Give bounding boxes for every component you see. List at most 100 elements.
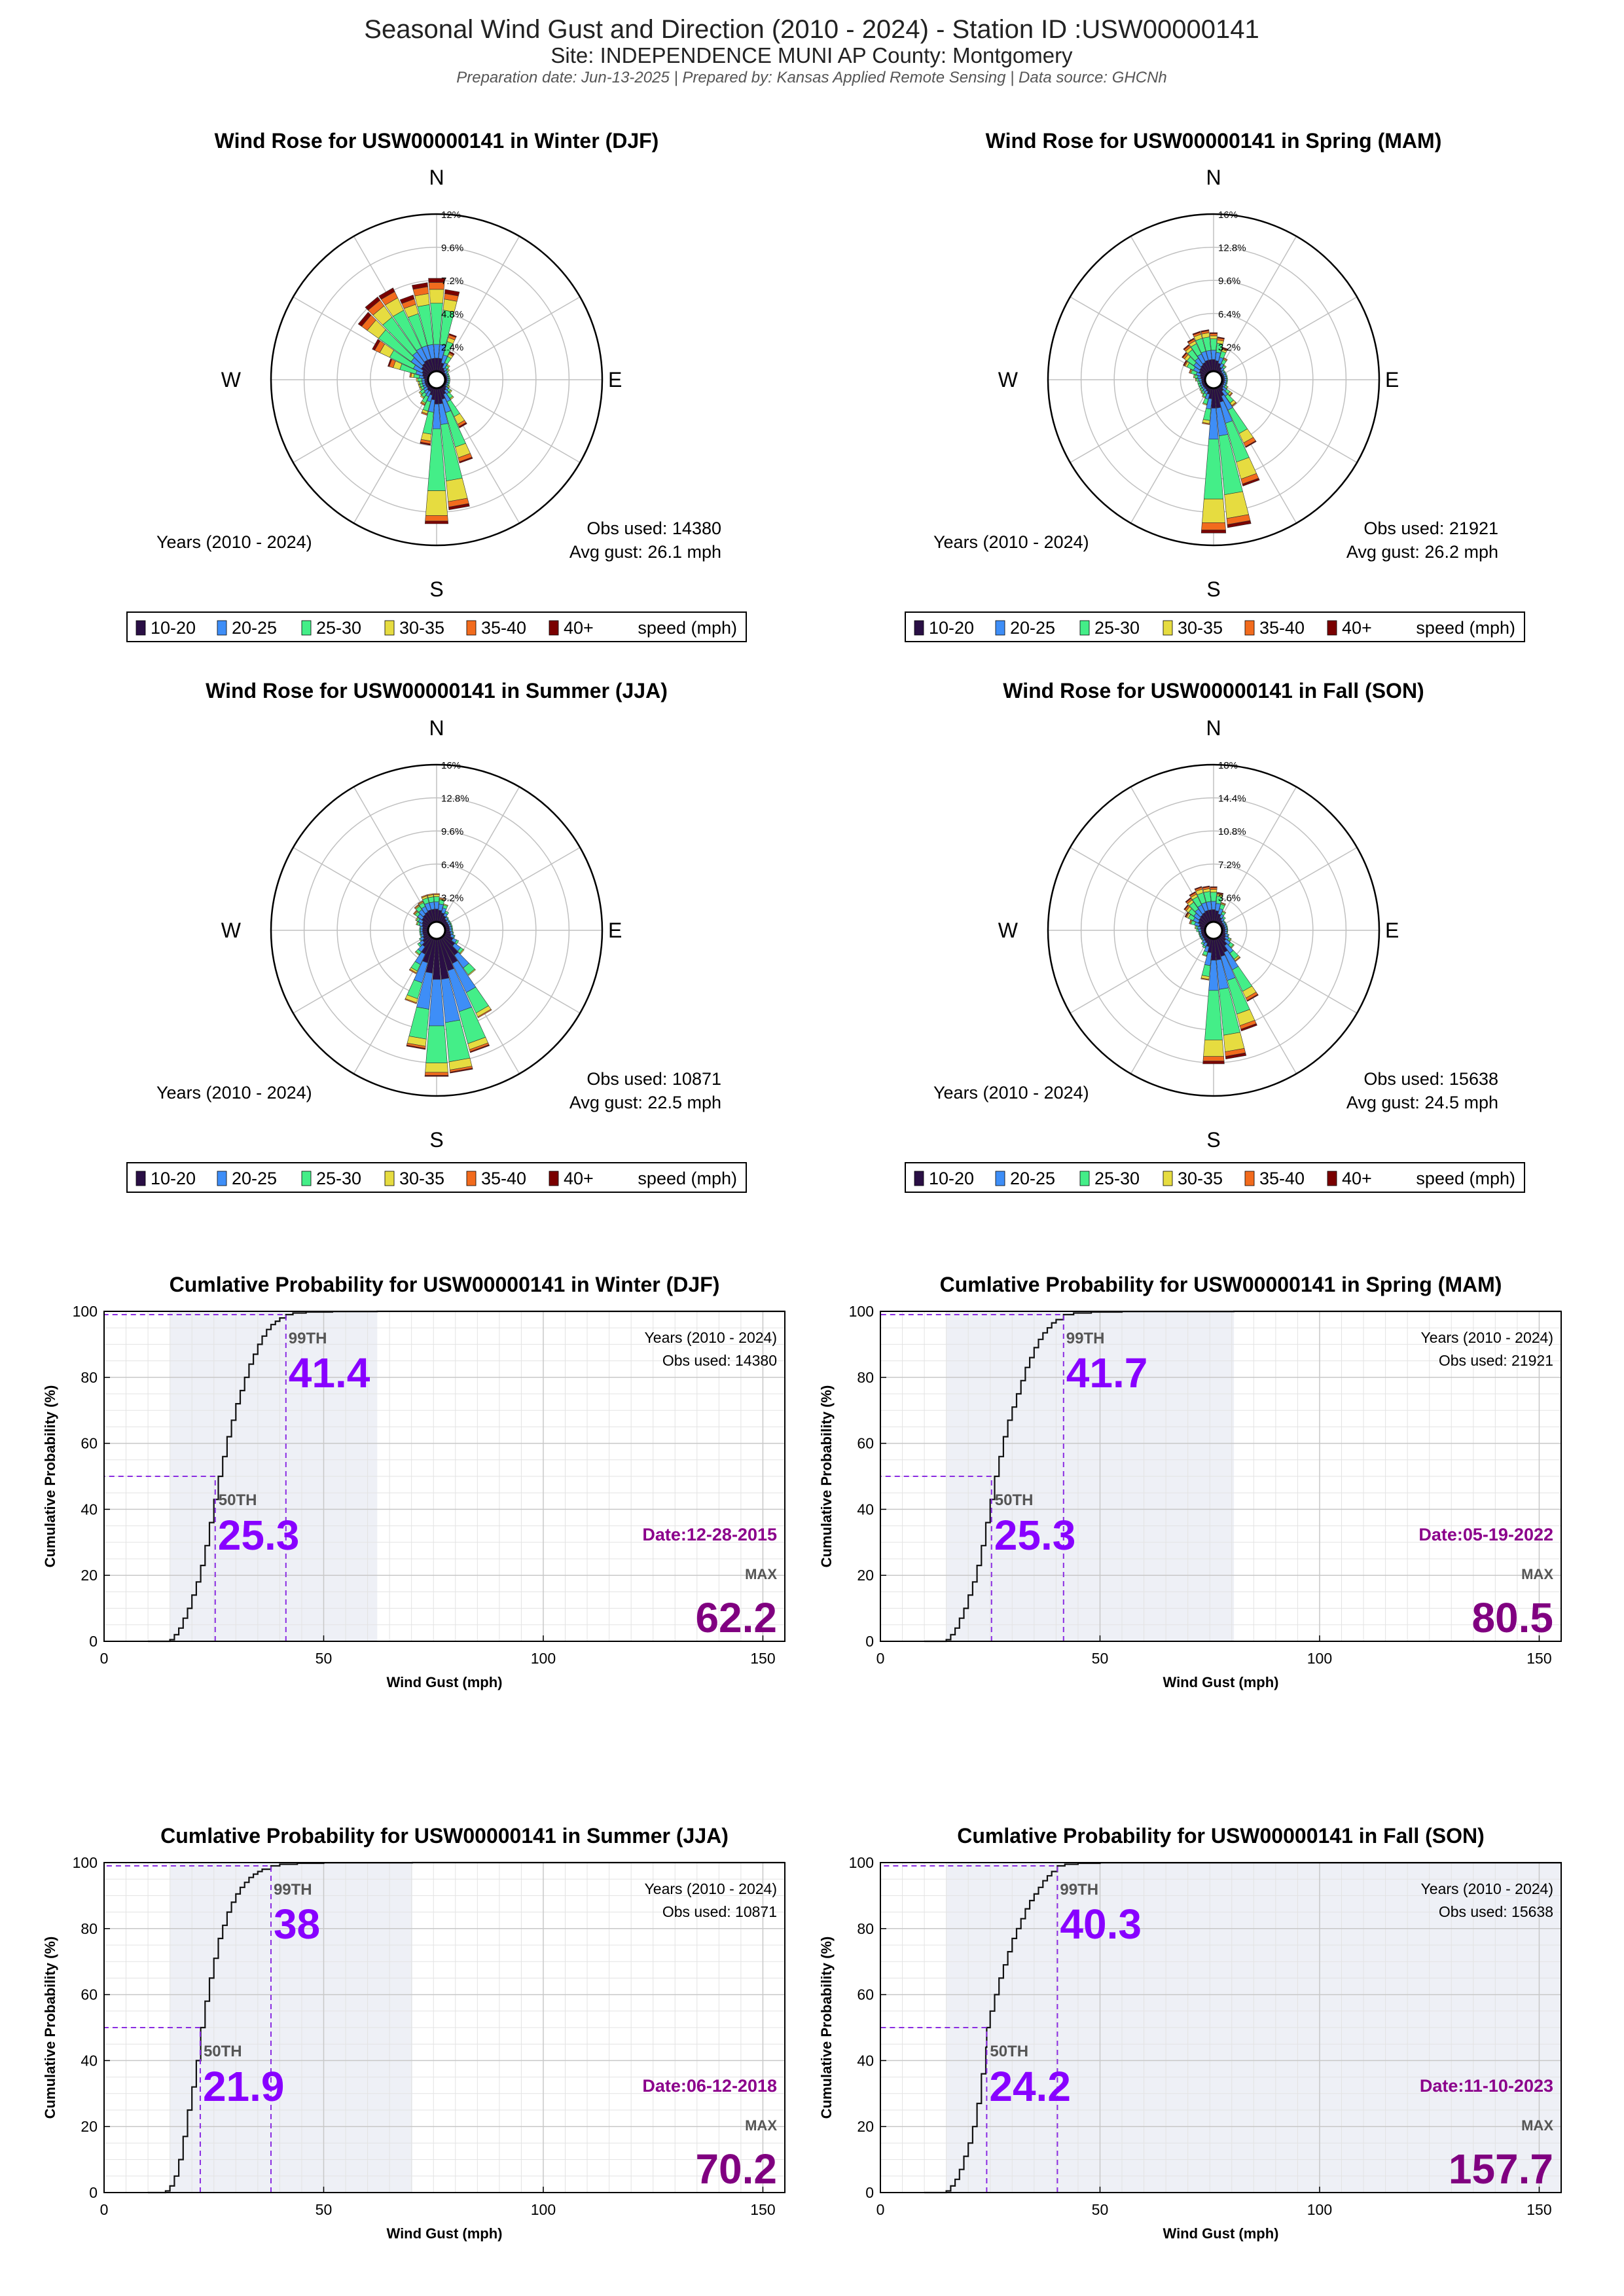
legend-unit-label: speed (mph) xyxy=(638,1169,737,1188)
compass-s: S xyxy=(429,577,443,601)
rose-segment-40+ xyxy=(459,456,473,464)
y-axis-label: Cumulative Probability (%) xyxy=(818,1937,835,2119)
x-tick-label: 150 xyxy=(750,1650,775,1667)
rose-segment-40+ xyxy=(406,1044,426,1050)
rose-segment-25-30 xyxy=(420,934,422,938)
rose-segment-40+ xyxy=(1202,1061,1225,1065)
rose-segment-40+ xyxy=(1217,892,1224,895)
rose-segment-30-35 xyxy=(1199,388,1202,392)
cdf-title: Cumlative Probability for USW00000141 in… xyxy=(940,1273,1502,1296)
legend-label-25-30: 25-30 xyxy=(316,1169,361,1188)
legend-swatch-20-25 xyxy=(217,620,227,636)
rose-segment-20-25 xyxy=(449,928,452,932)
avg-gust-label: Avg gust: 26.1 mph xyxy=(569,542,721,562)
rose-segment-35-40 xyxy=(418,900,424,905)
rose-segment-40+ xyxy=(1192,331,1201,335)
obs-used-label: Obs used: 14380 xyxy=(586,519,721,538)
rose-segment-30-35 xyxy=(448,390,452,393)
compass-n: N xyxy=(429,166,444,189)
rose-segment-30-35 xyxy=(1194,925,1197,929)
legend-frame xyxy=(905,611,1525,642)
wind-rose-4: Wind Rose for USW00000141 in Fall (SON) 3… xyxy=(905,679,1525,1193)
p99-label: 99TH xyxy=(1060,1881,1098,1899)
legend-swatch-30-35 xyxy=(1163,1171,1173,1186)
compass-s: S xyxy=(1206,577,1220,601)
rose-grid-spoke xyxy=(1070,930,1214,1014)
cdf-chart-4: Cumlative Probability for USW00000141 in… xyxy=(818,1824,1562,2242)
p99-value: 40.3 xyxy=(1060,1901,1142,1948)
p50-value: 24.2 xyxy=(989,2063,1071,2110)
rose-segment-25-30 xyxy=(425,1025,448,1063)
rose-segment-40+ xyxy=(458,422,467,429)
rose-segment-35-40 xyxy=(1202,422,1210,425)
rose-segment-35-40 xyxy=(1229,392,1233,397)
p99-label: 99TH xyxy=(274,1881,312,1899)
rose-segment-25-30 xyxy=(1225,382,1228,386)
rose-segment-25-30 xyxy=(1210,892,1218,902)
rose-radial-tick-label: 3.6% xyxy=(1218,892,1240,903)
rose-grid-spoke xyxy=(1070,379,1214,464)
rose-segment-40+ xyxy=(1209,332,1218,335)
rose-segment-25-30 xyxy=(419,926,422,930)
rose-segment-25-30 xyxy=(1224,371,1227,374)
rose-segment-30-35 xyxy=(433,894,440,897)
preparation-note: Preparation date: Jun-13-2025 | Prepared… xyxy=(456,69,1167,86)
rose-segment-25-30 xyxy=(452,935,456,939)
rose-segment-35-40 xyxy=(1209,333,1218,337)
rose-segment-20-25 xyxy=(1211,901,1216,910)
rose-segment-40+ xyxy=(1202,885,1210,888)
rose-grid-spoke xyxy=(1130,930,1214,1074)
rose-grid-spoke xyxy=(1213,786,1297,931)
rose-segment-25-30 xyxy=(419,928,421,932)
rose-radial-tick-label: 10.8% xyxy=(1218,826,1246,837)
rose-segment-35-40 xyxy=(424,1072,449,1076)
y-axis-label: Cumulative Probability (%) xyxy=(42,1937,58,2119)
rose-grid-spoke xyxy=(436,930,581,1014)
rose-segment-25-30 xyxy=(450,926,453,930)
compass-s: S xyxy=(1206,1128,1220,1152)
wind-rose-1: Wind Rose for USW00000141 in Winter (DJF… xyxy=(126,129,747,642)
legend-swatch-35-40 xyxy=(466,620,477,636)
rose-segment-35-40 xyxy=(408,968,417,974)
max-date-label: Date:06-12-2018 xyxy=(642,2076,777,2096)
max-label: MAX xyxy=(745,1566,777,1582)
y-tick-label: 80 xyxy=(81,1369,98,1386)
rose-segment-30-35 xyxy=(1195,378,1197,382)
rose-segment-40+ xyxy=(1242,478,1260,486)
rose-segment-25-30 xyxy=(1226,378,1228,382)
cdf-title: Cumlative Probability for USW00000141 in… xyxy=(160,1824,729,1848)
rose-segment-35-40 xyxy=(1210,887,1218,890)
x-tick-label: 0 xyxy=(876,2201,885,2218)
p50-guide xyxy=(104,1476,216,1641)
p99-value: 41.4 xyxy=(289,1349,370,1396)
y-tick-label: 60 xyxy=(81,1435,98,1452)
legend-label-25-30: 25-30 xyxy=(1094,618,1140,638)
rose-radial-tick-label: 12.8% xyxy=(1218,243,1246,254)
legend-swatch-20-25 xyxy=(995,1171,1005,1186)
legend-swatch-20-25 xyxy=(995,620,1005,636)
rose-segment-25-30 xyxy=(1225,373,1228,377)
rose-segment-35-40 xyxy=(1223,357,1228,361)
obs-used-label: Obs used: 21921 xyxy=(1363,519,1498,538)
rose-segment-40+ xyxy=(1183,344,1190,350)
rose-segment-40+ xyxy=(1246,994,1259,1002)
legend-swatch-40+ xyxy=(549,620,559,636)
rose-segment-20-25 xyxy=(422,378,425,382)
x-axis-label: Wind Gust (mph) xyxy=(1163,1674,1279,1690)
rose-segment-35-40 xyxy=(412,909,418,915)
legend-label-40+: 40+ xyxy=(1342,618,1372,638)
rose-segment-25-30 xyxy=(1224,922,1227,925)
years-label: Years (2010 - 2024) xyxy=(933,532,1089,552)
rose-segment-40+ xyxy=(1194,886,1202,890)
y-tick-label: 40 xyxy=(857,1501,874,1518)
rose-segment-40+ xyxy=(412,282,428,290)
axes-frame xyxy=(880,1311,1562,1642)
rose-segment-40+ xyxy=(1200,329,1210,333)
rose-segment-40+ xyxy=(448,333,457,338)
rose-segment-35-40 xyxy=(1231,401,1237,407)
rose-segment-20-25 xyxy=(1224,378,1227,381)
rose-segment-40+ xyxy=(420,441,431,446)
p50-guide xyxy=(880,1476,992,1641)
rose-outer-ring xyxy=(1047,763,1380,1097)
rose-segment-35-40 xyxy=(1201,522,1226,530)
